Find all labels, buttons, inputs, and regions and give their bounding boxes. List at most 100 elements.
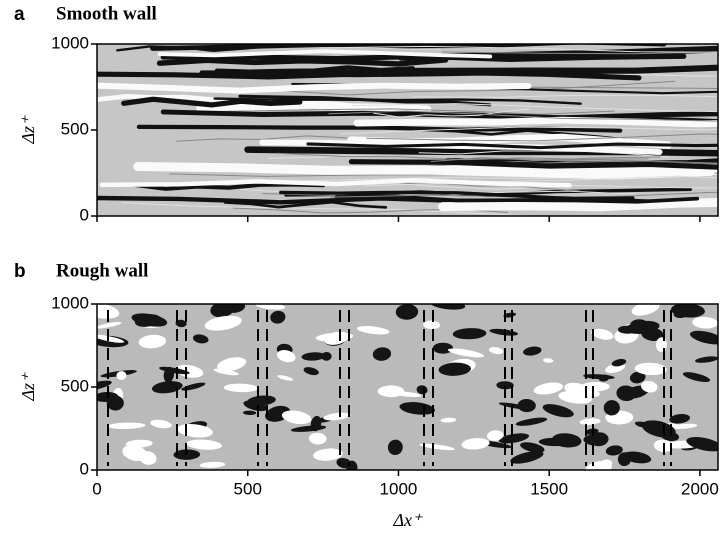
x-tick-label: 0 <box>92 479 101 498</box>
blob <box>634 362 667 376</box>
blob <box>452 328 487 340</box>
field <box>97 304 718 470</box>
streak <box>347 133 673 149</box>
streak <box>99 177 572 188</box>
blob <box>489 328 518 336</box>
streak <box>330 191 718 198</box>
blob <box>461 438 490 450</box>
streak <box>415 184 718 190</box>
blob <box>617 452 631 467</box>
y-tick-label: 1000 <box>51 293 89 312</box>
blob <box>301 352 326 361</box>
panel-title: Smooth wall <box>56 3 157 24</box>
streak <box>340 126 718 135</box>
blob <box>447 348 485 358</box>
blob <box>213 368 239 376</box>
x-tick-label: 500 <box>234 479 262 498</box>
streak <box>156 57 449 67</box>
streak <box>122 202 530 216</box>
blob <box>629 371 646 384</box>
x-tick-label: 1500 <box>530 479 568 498</box>
blob <box>419 443 455 451</box>
blob <box>277 375 294 381</box>
blob <box>97 304 120 319</box>
blob <box>631 304 660 316</box>
streak <box>133 161 715 180</box>
blob <box>106 395 124 411</box>
streak <box>160 109 718 121</box>
blob <box>186 439 222 450</box>
blob <box>617 325 637 334</box>
blob <box>125 439 153 448</box>
blob <box>107 422 146 429</box>
streak <box>279 190 635 201</box>
panel-title: Rough wall <box>56 260 148 281</box>
blob <box>290 425 327 432</box>
blob <box>356 325 390 335</box>
streak <box>244 146 718 157</box>
y-tick-label: 1000 <box>51 33 89 52</box>
streak <box>373 108 531 118</box>
blob <box>389 391 422 397</box>
blob <box>181 382 206 391</box>
y-tick-label: 0 <box>80 205 89 224</box>
streak <box>283 80 676 96</box>
y-tick-label: 500 <box>61 376 89 395</box>
blob <box>487 430 504 441</box>
blob <box>432 342 454 354</box>
blob <box>686 437 718 452</box>
blob <box>510 451 544 464</box>
y-axis-label: Δz⁺ <box>18 372 38 402</box>
blob <box>204 315 242 331</box>
x-tick-label: 2000 <box>681 479 719 498</box>
blob <box>175 364 204 378</box>
panel-label: a <box>14 4 25 25</box>
streak <box>353 116 718 128</box>
blob <box>315 332 354 342</box>
blob <box>579 418 601 425</box>
blob <box>669 413 691 424</box>
blob <box>217 357 247 372</box>
streak <box>121 96 303 108</box>
blob <box>660 430 680 442</box>
blob <box>515 417 548 426</box>
streak <box>430 157 718 164</box>
streak <box>438 198 718 212</box>
blob <box>399 402 435 415</box>
blob <box>277 349 296 363</box>
blob <box>423 320 440 330</box>
streak <box>150 44 667 51</box>
blob <box>372 347 392 361</box>
blob <box>192 334 209 344</box>
streak <box>213 97 582 105</box>
x-tick-label: 1000 <box>380 479 418 498</box>
streak <box>116 44 311 53</box>
streak <box>170 108 615 115</box>
blob <box>670 304 705 318</box>
blob <box>591 328 614 340</box>
streak <box>397 45 718 61</box>
streak <box>196 99 432 115</box>
blob <box>270 310 286 324</box>
streak <box>97 82 532 94</box>
blob <box>175 319 187 328</box>
blob <box>313 448 343 461</box>
blob <box>97 321 122 329</box>
blob <box>246 395 276 406</box>
field <box>97 44 718 216</box>
blob <box>583 374 615 380</box>
blob <box>139 451 157 465</box>
streak <box>411 94 718 98</box>
y-axis-label: Δz⁺ <box>18 115 38 145</box>
blob <box>682 372 711 382</box>
streak <box>136 124 623 133</box>
y-tick-label: 0 <box>80 459 89 478</box>
blob <box>163 366 175 383</box>
y-tick-label: 500 <box>61 119 89 138</box>
streak <box>157 49 493 59</box>
blob <box>308 432 327 445</box>
panel-label: b <box>14 261 26 282</box>
blob <box>440 417 457 423</box>
blob <box>520 442 545 453</box>
